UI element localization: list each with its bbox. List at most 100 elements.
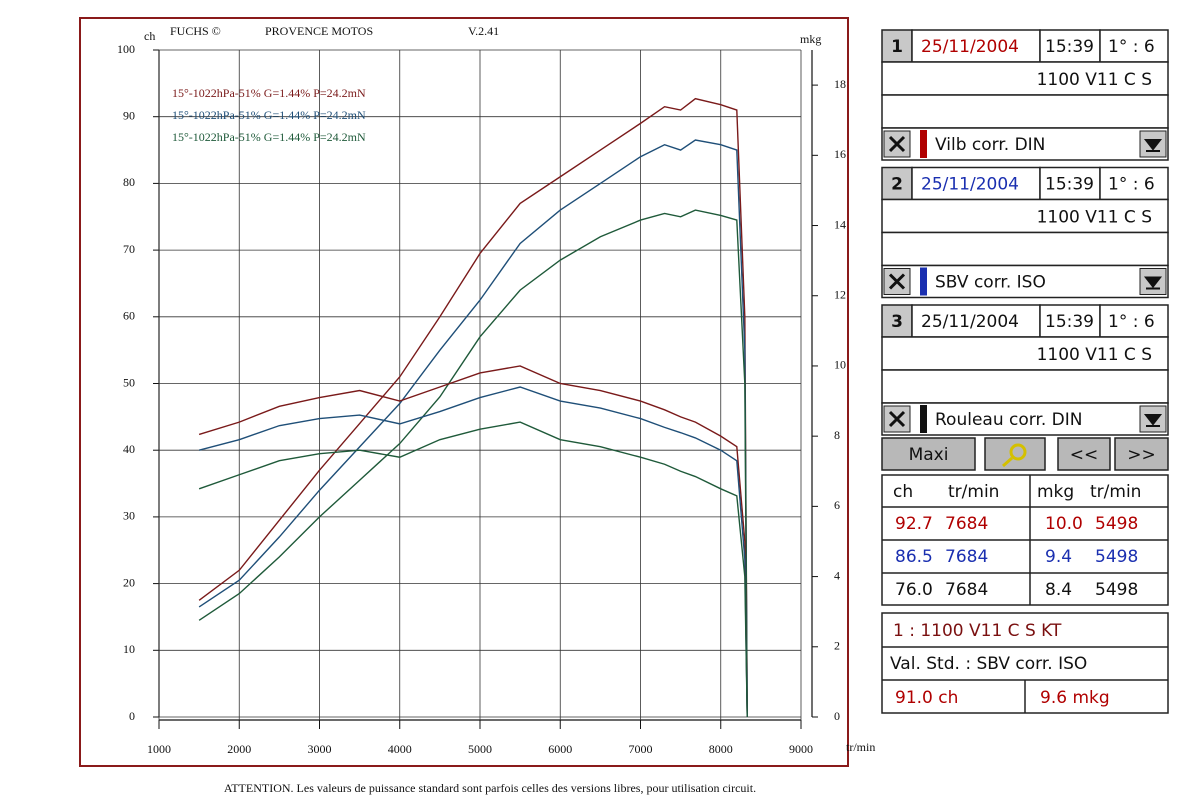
footer-note: ATTENTION. Les valeurs de puissance stan… — [224, 781, 756, 795]
zoom-icon — [1009, 443, 1027, 461]
y-tick-label: 70 — [123, 242, 135, 256]
run-index: 3 — [891, 312, 903, 332]
gear-box — [1099, 29, 1169, 63]
run-model: 1100 V11 C S — [1037, 70, 1152, 90]
torque-line — [198, 365, 748, 718]
legend-entry: 15°-1022hPa-51% G=1.44% P=24.2mN — [172, 130, 366, 144]
y-tick-label: 20 — [123, 575, 135, 589]
toolbar-button[interactable] — [1114, 437, 1169, 471]
model-box — [881, 336, 1169, 371]
y2-tick-label: 16 — [834, 147, 846, 161]
run-gear: 1° : 6 — [1108, 175, 1155, 195]
brand: FUCHS © — [170, 24, 221, 38]
x-axis-label: tr/min — [846, 740, 875, 754]
run-time: 15:39 — [1045, 312, 1094, 332]
power-line — [198, 97, 748, 718]
y-tick-label: 0 — [129, 709, 135, 723]
legend-entry: 15°-1022hPa-51% G=1.44% P=24.2mN — [172, 86, 366, 100]
toolbar-button-label: Maxi — [909, 445, 949, 465]
x-tick-label: 4000 — [388, 742, 412, 756]
x-tick-label: 3000 — [308, 742, 332, 756]
toolbar-button[interactable] — [881, 437, 976, 471]
x-tick-label: 6000 — [548, 742, 572, 756]
run-date: 25/11/2004 — [921, 312, 1019, 332]
run-time: 15:39 — [1045, 37, 1094, 57]
run-gear: 1° : 6 — [1108, 37, 1155, 57]
table-cell: 8.4 — [1045, 580, 1072, 600]
table-cell: 5498 — [1095, 547, 1138, 567]
power-line — [198, 139, 748, 718]
version: V.2.41 — [468, 24, 499, 38]
run-gear: 1° : 6 — [1108, 312, 1155, 332]
table-cell: 92.7 — [895, 514, 933, 534]
summary-torque: 9.6 mkg — [1040, 688, 1110, 708]
toolbar-button[interactable] — [1057, 437, 1111, 471]
run-index: 2 — [891, 175, 903, 195]
y2-tick-label: 10 — [834, 358, 846, 372]
table-cell: 86.5 — [895, 547, 933, 567]
y2-tick-label: 6 — [834, 498, 840, 512]
y2-tick-label: 8 — [834, 428, 840, 442]
model-box — [881, 198, 1169, 234]
run-index: 1 — [891, 37, 903, 57]
toolbar-button-label: << — [1070, 445, 1099, 465]
zoom-button[interactable] — [984, 437, 1046, 471]
torque-line — [198, 386, 748, 718]
table-cell: 7684 — [945, 580, 988, 600]
table-header: tr/min — [948, 482, 999, 502]
x-tick-label: 5000 — [468, 742, 492, 756]
table-cell: 10.0 — [1045, 514, 1083, 534]
curve-color — [920, 267, 927, 296]
close-icon — [888, 410, 906, 428]
y2-tick-label: 4 — [834, 568, 840, 582]
x-tick-label: 9000 — [789, 742, 813, 756]
y-tick-label: 90 — [123, 108, 135, 122]
y2-tick-label: 18 — [834, 77, 846, 91]
y-axis-label: ch — [144, 29, 155, 43]
correction-box — [881, 402, 1169, 436]
y-tick-label: 60 — [123, 309, 135, 323]
table-header: mkg — [1037, 482, 1074, 502]
table-cell: 5498 — [1095, 514, 1138, 534]
blank-row — [881, 369, 1169, 404]
curve-color — [920, 405, 927, 433]
time-box — [1039, 29, 1101, 63]
blank-row — [881, 94, 1169, 129]
time-box — [1039, 166, 1101, 201]
run-date: 25/11/2004 — [921, 37, 1019, 57]
close-button[interactable] — [883, 405, 911, 433]
run-index-box — [881, 29, 913, 63]
summary-standard: Val. Std. : SBV corr. ISO — [890, 654, 1087, 674]
correction-box — [881, 264, 1169, 299]
table-cell: 7684 — [945, 547, 988, 567]
table-cell: 76.0 — [895, 580, 933, 600]
close-icon — [888, 135, 906, 153]
x-tick-label: 8000 — [709, 742, 733, 756]
dropdown-icon — [1143, 276, 1163, 290]
y2-tick-label: 12 — [834, 287, 846, 301]
y-tick-label: 50 — [123, 375, 135, 389]
blank-row — [881, 231, 1169, 267]
run-time: 15:39 — [1045, 175, 1094, 195]
shop-name: PROVENCE MOTOS — [265, 24, 373, 38]
legend-entry: 15°-1022hPa-51% G=1.44% P=24.2mN — [172, 108, 366, 122]
y2-tick-label: 2 — [834, 639, 840, 653]
run-date: 25/11/2004 — [921, 175, 1019, 195]
time-box — [1039, 304, 1101, 338]
dropdown-icon — [1143, 139, 1163, 152]
correction-name: Vilb corr. DIN — [935, 135, 1045, 155]
toolbar-button-label: >> — [1127, 445, 1156, 465]
y-tick-label: 100 — [117, 42, 135, 56]
y2-tick-label: 0 — [834, 709, 840, 723]
table-header: ch — [893, 482, 913, 502]
x-tick-label: 7000 — [629, 742, 653, 756]
date-box — [911, 29, 1041, 63]
correction-name: SBV corr. ISO — [935, 273, 1046, 293]
torque-line — [198, 421, 748, 718]
x-tick-label: 1000 — [147, 742, 171, 756]
table-cell: 5498 — [1095, 580, 1138, 600]
y-tick-label: 80 — [123, 175, 135, 189]
gear-box — [1099, 304, 1169, 338]
